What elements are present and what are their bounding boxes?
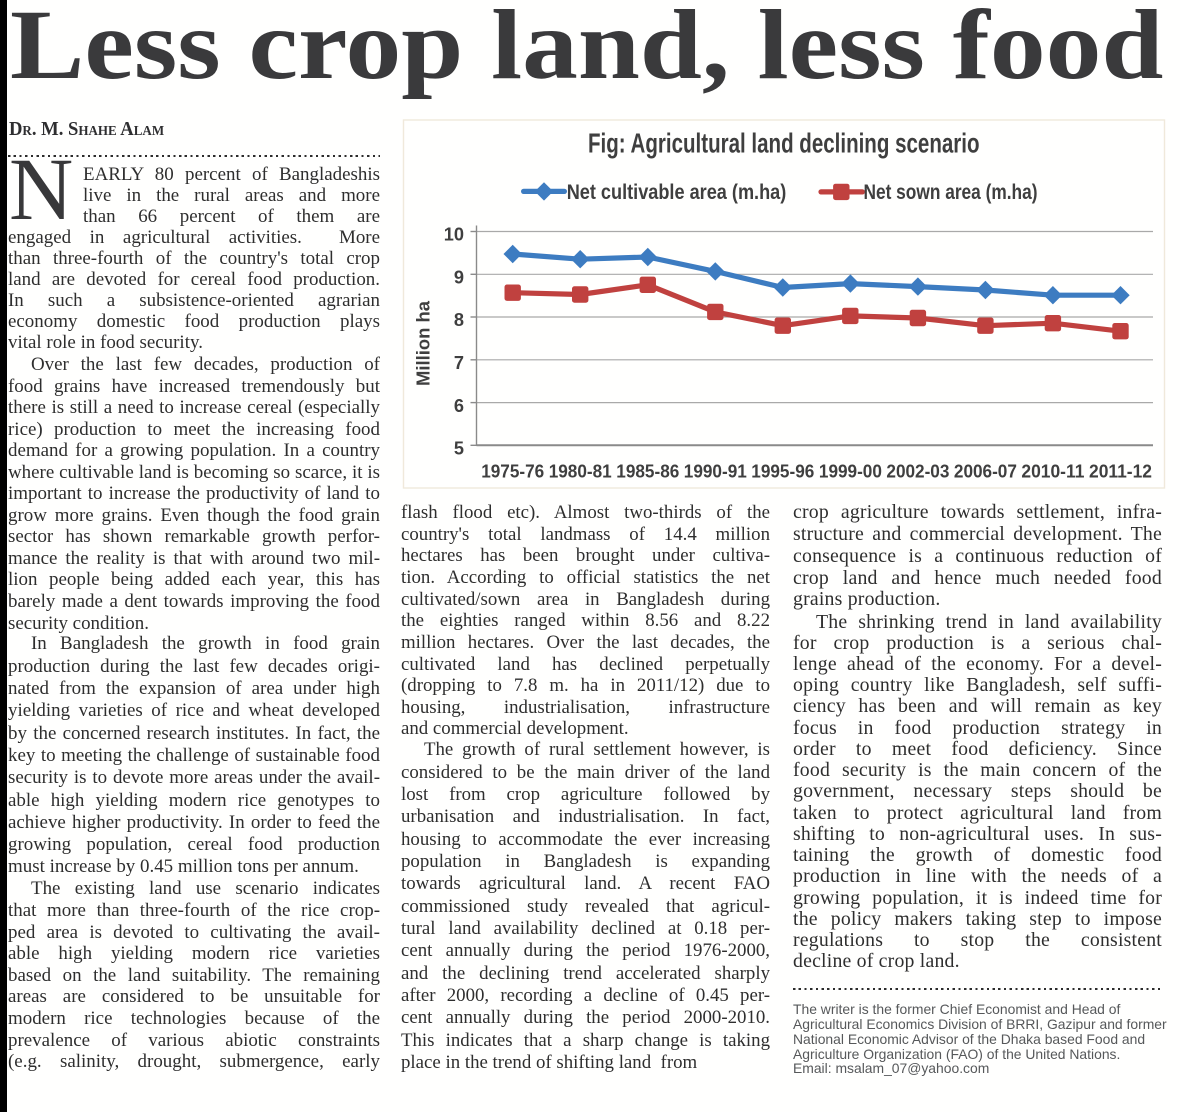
svg-text:7: 7 [454, 353, 464, 373]
svg-text:Net sown area (m.ha): Net sown area (m.ha) [864, 180, 1038, 204]
svg-text:1980-81: 1980-81 [549, 462, 612, 482]
svg-text:Fig: Agricultural land declini: Fig: Agricultural land declining scenari… [588, 127, 980, 158]
svg-text:8: 8 [454, 310, 464, 330]
svg-text:2011-12: 2011-12 [1089, 462, 1152, 482]
svg-text:2002-03: 2002-03 [886, 462, 949, 482]
svg-text:10: 10 [444, 225, 464, 245]
svg-text:Million ha: Million ha [414, 300, 434, 386]
svg-text:1999-00: 1999-00 [819, 462, 882, 482]
svg-text:Net cultivable area (m.ha): Net cultivable area (m.ha) [567, 180, 787, 204]
svg-text:1975-76: 1975-76 [481, 462, 544, 482]
svg-text:5: 5 [454, 438, 464, 458]
svg-text:1985-86: 1985-86 [616, 462, 679, 482]
svg-text:2010-11: 2010-11 [1021, 462, 1084, 482]
svg-text:1995-96: 1995-96 [751, 462, 814, 482]
svg-text:6: 6 [454, 396, 464, 416]
svg-text:9: 9 [454, 267, 464, 287]
svg-text:1990-91: 1990-91 [684, 462, 747, 482]
svg-text:2006-07: 2006-07 [954, 462, 1017, 482]
